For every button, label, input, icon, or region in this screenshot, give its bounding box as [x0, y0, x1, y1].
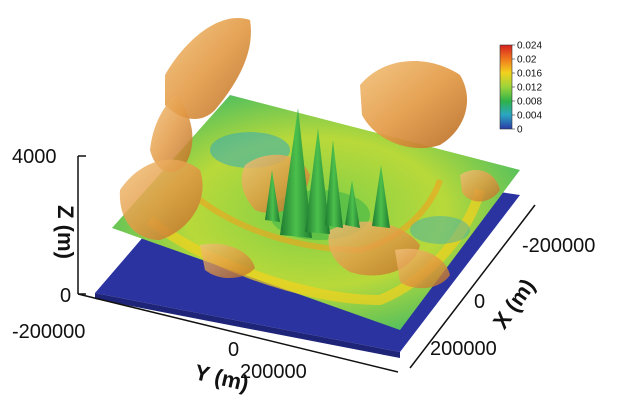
x-tick-label: -200000 [522, 235, 595, 257]
vorticity-spikes [265, 108, 390, 238]
x-tick-label: 200000 [430, 338, 497, 360]
axes [77, 155, 536, 373]
colorbar-labels: 0.024 0.02 0.016 0.012 0.008 0.004 0 [512, 41, 542, 136]
y-tick-label: 0 [228, 339, 239, 361]
z-tick-label: 0 [60, 285, 71, 307]
x-tick-label: 0 [474, 291, 485, 313]
colorbar-tick-label: 0.012 [517, 83, 542, 94]
colorbar-tick-label: 0.024 [517, 41, 542, 52]
colorbar-tick-label: 0.004 [517, 111, 542, 122]
y-tick-label: 200000 [240, 361, 307, 383]
colorbar: 0.024 0.02 0.016 0.012 0.008 0.004 0 [499, 41, 542, 136]
y-tick-label: -200000 [12, 321, 85, 343]
colorbar-tick-label: 0.016 [517, 69, 542, 80]
colorbar-tick-label: 0 [517, 125, 523, 136]
z-tick-label: 4000 [12, 146, 57, 168]
x-axis-title: X (m) [488, 274, 540, 333]
z-axis-title: Z (m) [53, 205, 78, 259]
colorbar-tick-label: 0.008 [517, 97, 542, 108]
y-axis-line [77, 293, 399, 373]
colorbar-tick-label: 0.02 [517, 55, 537, 66]
colorbar-bar [499, 44, 513, 130]
x-axis-line [409, 204, 536, 369]
